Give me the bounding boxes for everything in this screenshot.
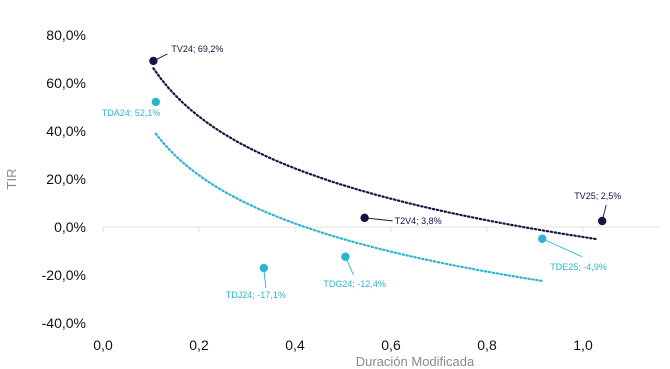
x-tick-label: 1,0 <box>573 337 593 353</box>
x-tick-label: 0,8 <box>477 337 497 353</box>
data-point <box>151 97 160 107</box>
trendline <box>154 132 544 283</box>
data-point-label: TDJ24; -17,1% <box>226 290 286 300</box>
x-tick-label: 0,4 <box>285 337 305 353</box>
data-point-label: T2V4; 3,8% <box>395 216 442 226</box>
data-point <box>341 252 350 261</box>
data-point-label: TV24; 69,2% <box>171 44 223 54</box>
x-tick-label: 0,0 <box>93 337 113 353</box>
y-tick-label: 80,0% <box>46 27 86 43</box>
data-label-leader <box>364 217 393 222</box>
trendline <box>152 67 599 241</box>
data-label-leader <box>542 238 583 258</box>
data-point <box>149 56 158 66</box>
x-tick-label: 0,2 <box>189 337 209 353</box>
data-point <box>360 213 369 223</box>
y-axis-title: TIR <box>4 169 19 190</box>
data-point-label: TDA24; 52,1% <box>102 108 161 118</box>
x-axis-title: Duración Modificada <box>356 354 475 369</box>
data-point-label: TDE25; -4,9% <box>550 262 607 272</box>
y-tick-label: 20,0% <box>46 171 86 187</box>
x-tick-label: 0,6 <box>381 337 401 353</box>
y-tick-label: 60,0% <box>46 75 86 91</box>
data-point <box>598 216 607 226</box>
data-point-label: TDG24; -12,4% <box>323 279 386 289</box>
y-tick-label: -40,0% <box>42 315 86 331</box>
y-tick-label: -20,0% <box>42 267 86 283</box>
y-tick-label: 0,0% <box>54 219 86 235</box>
data-point <box>259 263 268 273</box>
data-point <box>538 234 547 243</box>
data-point-label: TV25; 2,5% <box>574 191 621 201</box>
y-tick-label: 40,0% <box>46 123 86 139</box>
